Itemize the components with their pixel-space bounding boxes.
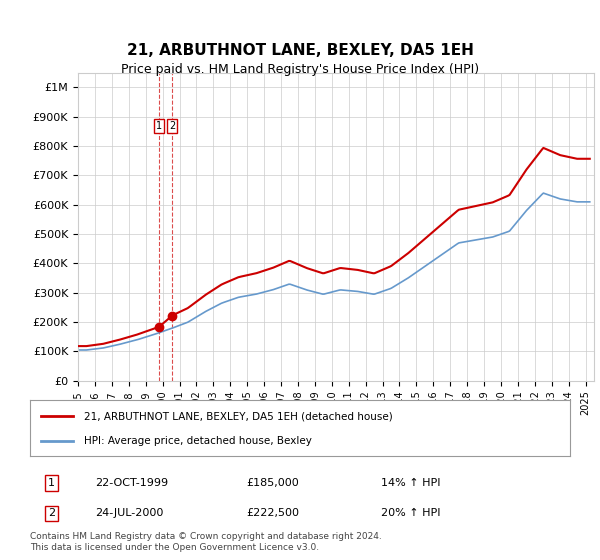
- Text: 21, ARBUTHNOT LANE, BEXLEY, DA5 1EH: 21, ARBUTHNOT LANE, BEXLEY, DA5 1EH: [127, 43, 473, 58]
- Text: 2: 2: [169, 120, 175, 130]
- Text: 1: 1: [48, 478, 55, 488]
- Text: 1: 1: [157, 120, 163, 130]
- Text: HPI: Average price, detached house, Bexley: HPI: Average price, detached house, Bexl…: [84, 436, 312, 446]
- Text: Price paid vs. HM Land Registry's House Price Index (HPI): Price paid vs. HM Land Registry's House …: [121, 63, 479, 77]
- Text: £222,500: £222,500: [246, 508, 299, 519]
- Text: 2: 2: [48, 508, 55, 519]
- Text: 20% ↑ HPI: 20% ↑ HPI: [381, 508, 440, 519]
- Text: 14% ↑ HPI: 14% ↑ HPI: [381, 478, 440, 488]
- Text: Contains HM Land Registry data © Crown copyright and database right 2024.
This d: Contains HM Land Registry data © Crown c…: [30, 532, 382, 552]
- Text: 22-OCT-1999: 22-OCT-1999: [95, 478, 168, 488]
- Text: £185,000: £185,000: [246, 478, 299, 488]
- Text: 24-JUL-2000: 24-JUL-2000: [95, 508, 163, 519]
- Text: 21, ARBUTHNOT LANE, BEXLEY, DA5 1EH (detached house): 21, ARBUTHNOT LANE, BEXLEY, DA5 1EH (det…: [84, 411, 393, 421]
